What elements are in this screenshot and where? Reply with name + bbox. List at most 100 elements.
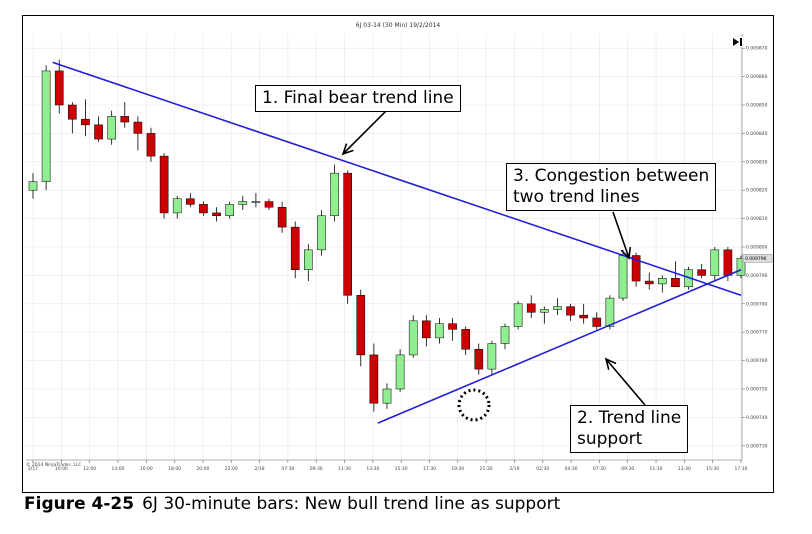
candle <box>461 326 470 355</box>
candle-body <box>435 323 444 339</box>
candle <box>54 59 64 114</box>
arrow-head <box>341 143 354 156</box>
candle-body <box>487 343 497 370</box>
candle <box>343 170 352 304</box>
x-tick-label: 13:30 <box>678 466 691 472</box>
candle-body <box>605 297 615 327</box>
candle <box>658 275 667 293</box>
y-tick-label: 0.009840 <box>746 131 768 137</box>
figure-number: Figure 4-25 <box>24 494 135 514</box>
candle <box>697 264 706 279</box>
candle <box>212 207 221 222</box>
candle <box>146 127 156 162</box>
candle <box>644 272 654 290</box>
candle <box>369 343 379 412</box>
y-tick-label: 0.009740 <box>746 415 768 421</box>
scroll-end-icon[interactable] <box>731 37 745 47</box>
candle-body <box>146 133 156 157</box>
candle-body <box>710 249 720 276</box>
figure-text: 6J 30-minute bars: New bull trend line a… <box>142 494 561 514</box>
candle-body <box>395 354 405 390</box>
candle-body <box>566 306 575 316</box>
y-tick-label: 0.009860 <box>746 74 768 80</box>
candle-body <box>277 206 287 228</box>
copyright-label: © 2014 NinjaTrader, LLC <box>26 461 81 468</box>
candle-body <box>382 388 392 404</box>
candle <box>671 261 680 288</box>
callout-congestion: 3. Congestion between two trend lines <box>506 163 717 211</box>
y-tick-label: 0.009830 <box>746 159 768 165</box>
last-price-label: 0.009796 <box>745 256 767 262</box>
candle-body <box>474 348 484 370</box>
x-tick-label: 11:30 <box>338 466 351 472</box>
candle <box>487 340 497 375</box>
candle-body <box>343 172 352 296</box>
candle-body <box>369 354 379 404</box>
candle-body <box>631 255 641 282</box>
candle <box>120 102 130 128</box>
candle-body <box>644 280 654 285</box>
y-tick-label: 0.009730 <box>746 443 768 449</box>
candle-body <box>461 329 470 350</box>
candle-body <box>94 124 103 140</box>
x-tick-label: 2/19 <box>509 466 519 472</box>
x-tick-label: 13:30 <box>366 466 379 472</box>
candle <box>513 300 523 330</box>
candle <box>566 303 575 321</box>
x-tick-label: 14:00 <box>111 466 124 472</box>
candlestick-chart: 6J 03-14 (30 Min) 19/2/2014 0.009870 0.00… <box>26 22 773 472</box>
candle-body <box>81 118 90 126</box>
callout-trend-line-support: 2. Trend line support <box>570 405 689 453</box>
candle <box>199 201 208 216</box>
candle-body <box>356 295 366 356</box>
candle <box>81 99 90 137</box>
candle <box>474 343 484 375</box>
candle <box>540 306 549 324</box>
arrow-head <box>620 246 632 260</box>
bear-trend-line <box>52 61 742 297</box>
candle <box>408 315 418 358</box>
arrow-shaft <box>605 358 646 406</box>
candle <box>553 298 562 316</box>
y-tick-label: 0.009790 <box>746 273 768 279</box>
x-tick-label: 17:30 <box>423 466 436 472</box>
x-tick-label: 15:30 <box>395 466 408 472</box>
candle-body <box>513 303 523 327</box>
y-tick-label: 0.009850 <box>746 103 768 109</box>
arrow-head <box>604 357 617 370</box>
callout-line: 3. Congestion between <box>513 166 710 186</box>
x-tick-label: 15:30 <box>706 466 719 472</box>
x-tick-label: 11:30 <box>650 466 663 472</box>
x-tick-label: 22:00 <box>225 466 238 472</box>
candle-body <box>68 104 77 120</box>
arrow-shaft <box>342 108 389 155</box>
y-tick-label: 0.009870 <box>746 46 768 52</box>
arrow-congestion <box>612 211 632 260</box>
candle-body <box>120 116 130 123</box>
candle-body <box>592 317 602 327</box>
callout-line: support <box>577 429 643 449</box>
candle-body <box>526 303 536 313</box>
dotted-circle-marker <box>457 388 491 422</box>
candle <box>710 247 720 282</box>
bull-trend-line <box>377 268 742 424</box>
figure-caption: Figure 4-25 6J 30-minute bars: New bull t… <box>24 494 560 514</box>
candle <box>618 249 628 301</box>
candle <box>395 349 405 392</box>
candle-body <box>290 226 300 270</box>
candle <box>28 173 38 199</box>
candle-body <box>264 201 274 208</box>
candle-body <box>500 326 510 344</box>
candle-body <box>448 323 457 330</box>
arrow-shaft <box>612 211 630 259</box>
candle <box>68 102 77 134</box>
x-tick-label: 16:00 <box>140 466 153 472</box>
candle <box>330 164 339 222</box>
candle-body <box>408 320 418 356</box>
x-tick-label: 07:30 <box>281 466 294 472</box>
candle <box>290 221 300 279</box>
x-tick-label: 21:30 <box>480 466 493 472</box>
candle-body <box>107 116 116 140</box>
y-tick-label: 0.009780 <box>746 301 768 307</box>
x-tick-label: 10:00 <box>55 466 68 472</box>
